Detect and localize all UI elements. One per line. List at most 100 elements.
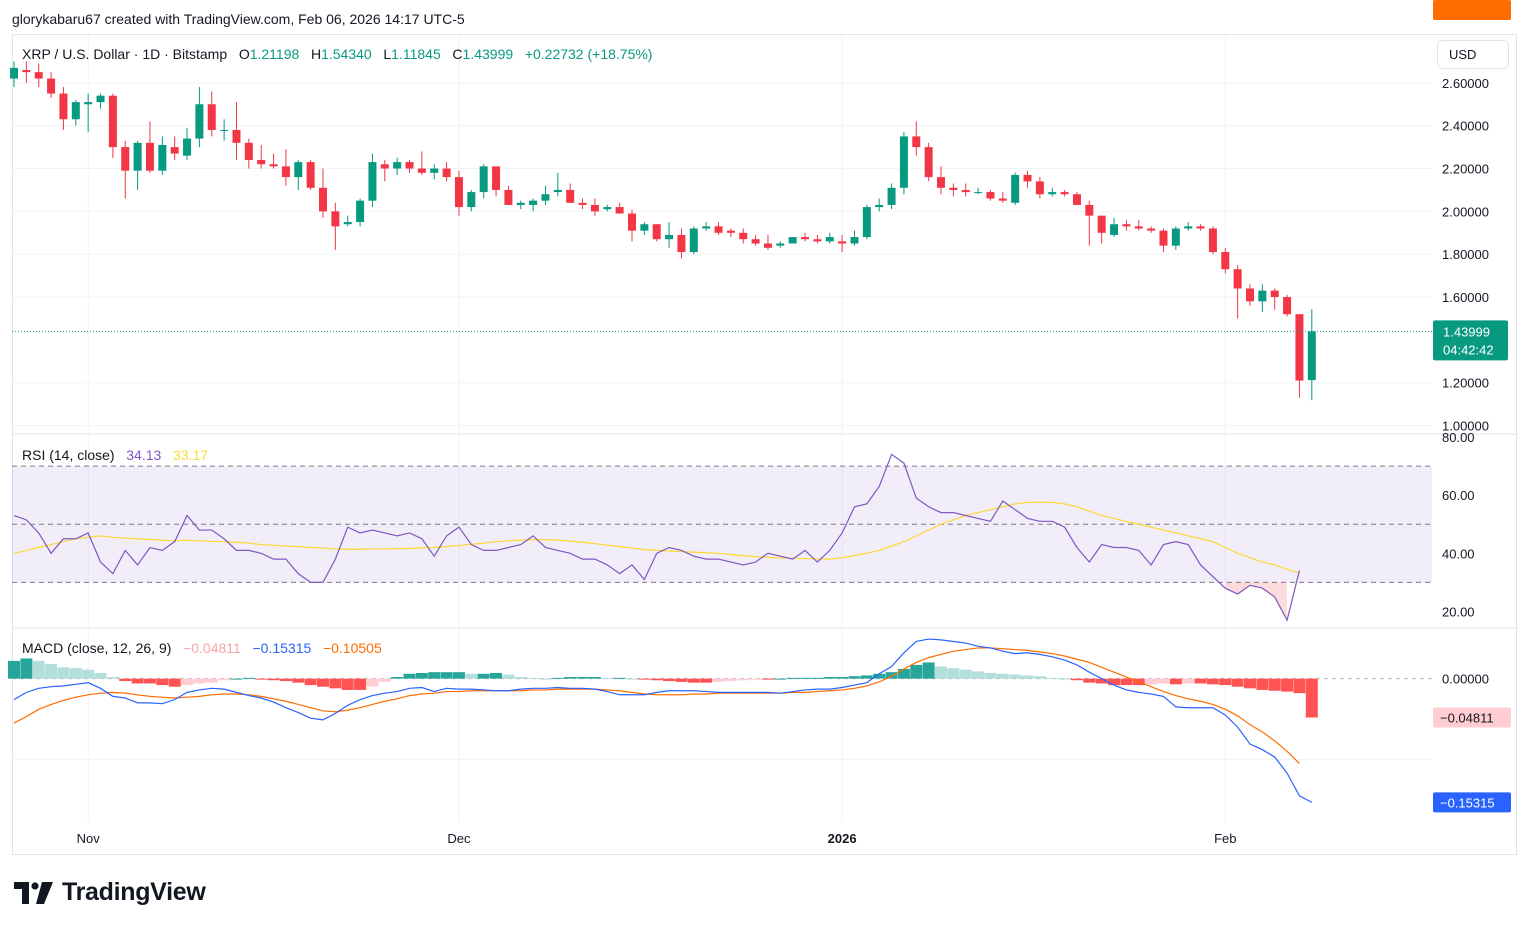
signal-line xyxy=(13,647,1300,764)
rsi-legend[interactable]: RSI (14, close) 34.13 33.17 xyxy=(22,447,208,463)
rsi-ma-legend-value: 33.17 xyxy=(172,447,209,463)
macd-histogram-bar xyxy=(119,678,132,682)
macd-badge-value: −0.15315 xyxy=(1440,795,1495,810)
candle-down xyxy=(1097,215,1106,233)
macd-histogram-bar xyxy=(181,678,194,686)
candle-down xyxy=(566,189,575,203)
candle-up xyxy=(529,200,538,205)
macd-histogram-bar xyxy=(1108,678,1121,686)
candle-down xyxy=(998,198,1007,201)
macd-histogram-bar xyxy=(601,677,614,679)
candle-down xyxy=(257,159,266,165)
macd-histogram-bar xyxy=(415,672,428,679)
macd-histogram-bar xyxy=(984,672,997,679)
candle-up xyxy=(1184,226,1193,229)
candle-down xyxy=(170,147,179,154)
candle-down xyxy=(751,239,760,244)
candle-down xyxy=(1233,269,1242,289)
macd-histogram-bar xyxy=(502,674,515,679)
macd-histogram-bar xyxy=(910,664,923,679)
candle-up xyxy=(875,204,884,208)
signal-badge-value: −0.10505 xyxy=(1440,0,1495,3)
candle-down xyxy=(590,204,599,212)
macd-histogram-bar xyxy=(218,678,231,681)
price-tick-label: 1.00000 xyxy=(1442,419,1489,434)
macd-histogram-bar xyxy=(156,678,169,686)
macd-histogram-bar xyxy=(1256,678,1269,690)
macd-histogram-bar xyxy=(1021,675,1034,679)
candle-down xyxy=(1208,228,1217,253)
candle-down xyxy=(615,207,624,214)
macd-histogram-bar xyxy=(675,678,688,682)
macd-histogram-bar xyxy=(1244,678,1256,689)
candle-up xyxy=(430,168,439,173)
x-tick-label: Feb xyxy=(1214,831,1236,846)
candle-up xyxy=(1307,331,1316,381)
candle-down xyxy=(1270,290,1279,298)
candle-down xyxy=(405,162,414,169)
candle-down xyxy=(912,136,921,148)
candle-up xyxy=(368,162,377,201)
macd-histogram-bar xyxy=(650,678,663,681)
macd-legend[interactable]: MACD (close, 12, 26, 9) −0.04811 −0.1531… xyxy=(22,640,382,656)
candle-up xyxy=(1258,290,1267,302)
macd-histogram-bar xyxy=(836,677,849,679)
macd-histogram-bar xyxy=(292,678,305,683)
macd-histogram-bar xyxy=(230,678,243,680)
axis-badges: 1.4399904:42:4234.1333.17−0.04811−0.1050… xyxy=(1433,0,1511,813)
candle-down xyxy=(331,211,340,227)
candle-up xyxy=(702,226,711,229)
candle-up xyxy=(603,207,612,210)
macd-histogram-bar xyxy=(712,678,725,682)
macd-histogram-bar xyxy=(996,673,1009,679)
price-badge xyxy=(1433,320,1508,361)
tradingview-logo[interactable]: TradingView xyxy=(14,878,206,907)
symbol-title[interactable]: XRP / U.S. Dollar · 1D · Bitstamp xyxy=(22,46,228,62)
macd-histogram-bar xyxy=(799,677,812,679)
macd-histogram-bar xyxy=(1305,678,1318,718)
macd-histogram-bar xyxy=(94,672,107,679)
macd-histogram-bar xyxy=(45,664,58,679)
candle-down xyxy=(739,232,748,240)
macd-histogram-bar xyxy=(452,672,465,679)
candle-down xyxy=(1134,226,1143,229)
price-tick-label: 1.60000 xyxy=(1442,290,1489,305)
candle-up xyxy=(294,162,303,178)
macd-histogram-bar xyxy=(32,660,45,679)
macd-histogram-bar xyxy=(329,678,342,689)
macd-histogram-bar xyxy=(440,672,453,679)
macd-histogram-bar xyxy=(514,677,527,679)
macd-histogram-bar xyxy=(638,678,651,680)
macd-tick-label: 0.00000 xyxy=(1442,672,1489,687)
macd-histogram-bar xyxy=(959,669,972,679)
candle-down xyxy=(1023,174,1032,182)
price-tick-label: 1.80000 xyxy=(1442,247,1489,262)
macd-histogram-bar xyxy=(786,677,799,679)
candle-up xyxy=(862,207,871,238)
macd-histogram-bar xyxy=(1058,678,1071,680)
macd-histogram-bar xyxy=(700,678,713,683)
macd-histogram-bar xyxy=(749,678,762,680)
low-value: 1.11845 xyxy=(391,46,441,62)
candle-down xyxy=(1122,224,1131,227)
macd-histogram-bar xyxy=(724,678,737,682)
candle-down xyxy=(59,93,68,120)
candle-down xyxy=(1246,288,1254,302)
macd-histogram-bar xyxy=(1219,678,1232,686)
candle-down xyxy=(714,226,723,233)
macd-histogram-bar xyxy=(205,678,218,683)
macd-histogram-bar xyxy=(1033,676,1046,679)
candle-up xyxy=(479,166,488,193)
candle-up xyxy=(1171,228,1180,246)
macd-histogram-bar xyxy=(279,678,292,682)
macd-histogram-bar xyxy=(663,678,676,682)
macd-histogram-bar xyxy=(823,677,836,679)
macd-histogram-bar xyxy=(848,676,861,679)
signal-legend-value: −0.10505 xyxy=(322,640,382,656)
candle-down xyxy=(108,95,117,148)
currency-button[interactable]: USD xyxy=(1437,40,1509,69)
macd-hist-badge-value: −0.04811 xyxy=(1440,710,1494,725)
candle-down xyxy=(244,142,253,160)
macd-histogram-bar xyxy=(860,675,873,679)
